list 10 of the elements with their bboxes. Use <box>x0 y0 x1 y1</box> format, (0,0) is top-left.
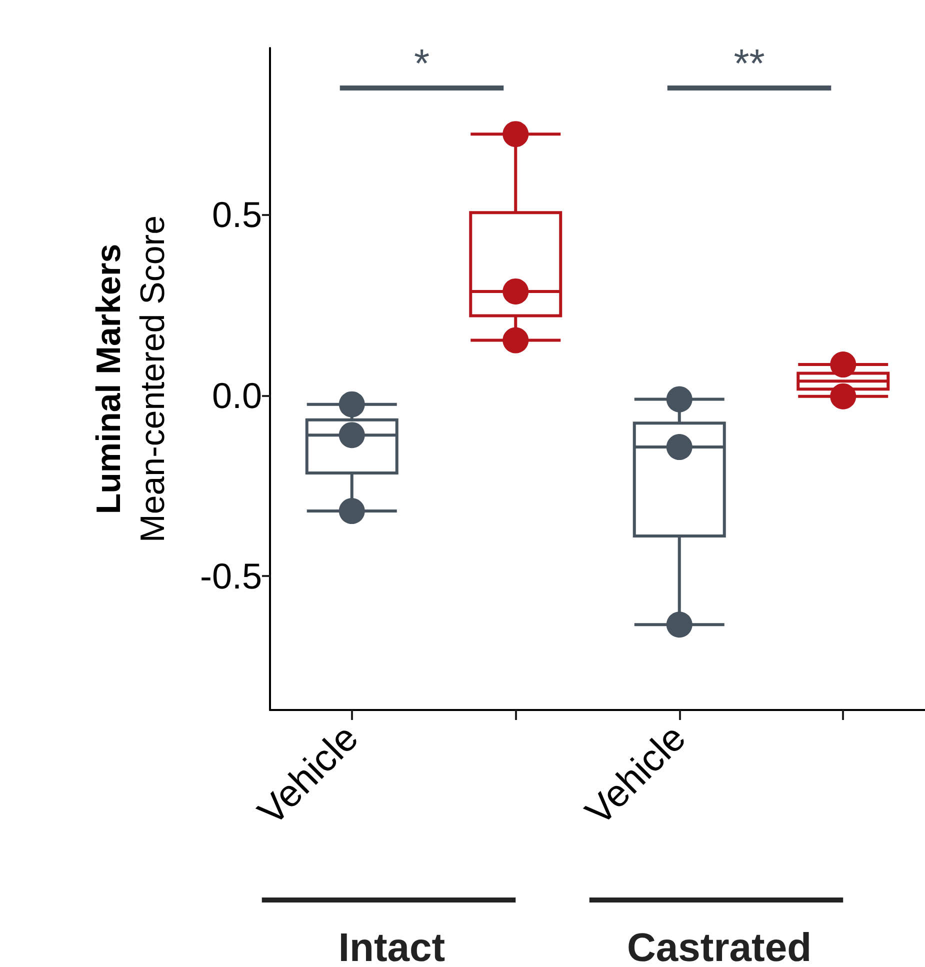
annotation: * <box>414 42 430 86</box>
y-tick-label: -0.5 <box>200 556 262 597</box>
text: Intact <box>338 926 446 967</box>
y-axis-title: Luminal Markers Mean-centered Score <box>90 216 172 542</box>
annotation: ** <box>734 42 765 86</box>
y-tick-label: 0.5 <box>212 194 262 235</box>
point <box>338 498 365 524</box>
point <box>666 612 692 638</box>
y-tick-label: 0.0 <box>212 374 262 416</box>
text: Castrated <box>626 926 812 967</box>
